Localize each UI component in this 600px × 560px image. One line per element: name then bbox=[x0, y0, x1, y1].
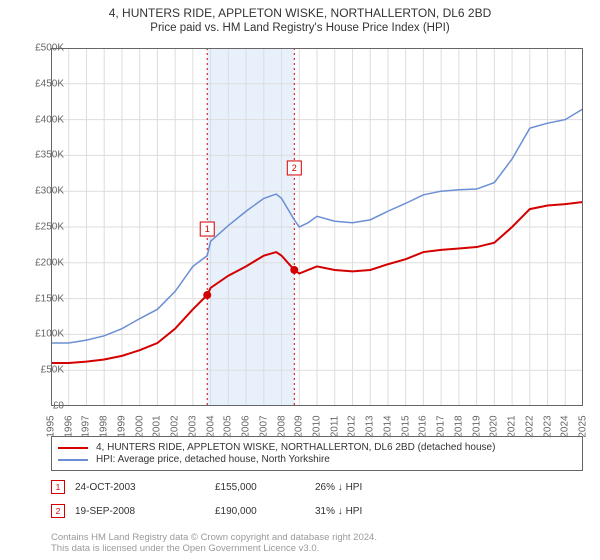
y-tick-label: £0 bbox=[16, 401, 64, 412]
marker-box: 2 bbox=[51, 504, 65, 518]
transaction-row: 1 24-OCT-2003 £155,000 26% ↓ HPI bbox=[51, 480, 583, 494]
transaction-diff: 31% ↓ HPI bbox=[315, 506, 435, 517]
legend-swatch bbox=[58, 459, 88, 461]
legend-item: 4, HUNTERS RIDE, APPLETON WISKE, NORTHAL… bbox=[58, 442, 576, 453]
transaction-date: 24-OCT-2003 bbox=[75, 482, 205, 493]
footer-line1: Contains HM Land Registry data © Crown c… bbox=[51, 532, 583, 543]
y-tick-label: £50K bbox=[16, 365, 64, 376]
legend-swatch bbox=[58, 447, 88, 449]
y-tick-label: £350K bbox=[16, 150, 64, 161]
svg-text:2: 2 bbox=[292, 163, 297, 173]
svg-text:1: 1 bbox=[205, 224, 210, 234]
title-block: 4, HUNTERS RIDE, APPLETON WISKE, NORTHAL… bbox=[0, 0, 600, 34]
transaction-price: £155,000 bbox=[215, 482, 305, 493]
legend-text: 4, HUNTERS RIDE, APPLETON WISKE, NORTHAL… bbox=[96, 442, 495, 453]
legend-text: HPI: Average price, detached house, Nort… bbox=[96, 454, 330, 465]
transaction-row: 2 19-SEP-2008 £190,000 31% ↓ HPI bbox=[51, 504, 583, 518]
chart-area: 12 bbox=[51, 48, 583, 406]
transaction-date: 19-SEP-2008 bbox=[75, 506, 205, 517]
line-chart: 12 bbox=[51, 48, 583, 406]
title-address: 4, HUNTERS RIDE, APPLETON WISKE, NORTHAL… bbox=[0, 6, 600, 20]
title-subtitle: Price paid vs. HM Land Registry's House … bbox=[0, 22, 600, 34]
marker-box: 1 bbox=[51, 480, 65, 494]
transaction-diff: 26% ↓ HPI bbox=[315, 482, 435, 493]
footer: Contains HM Land Registry data © Crown c… bbox=[51, 532, 583, 555]
legend: 4, HUNTERS RIDE, APPLETON WISKE, NORTHAL… bbox=[51, 436, 583, 471]
footer-line2: This data is licensed under the Open Gov… bbox=[51, 543, 583, 554]
y-tick-label: £100K bbox=[16, 329, 64, 340]
y-tick-label: £250K bbox=[16, 222, 64, 233]
transaction-price: £190,000 bbox=[215, 506, 305, 517]
y-tick-label: £300K bbox=[16, 186, 64, 197]
chart-container: 4, HUNTERS RIDE, APPLETON WISKE, NORTHAL… bbox=[0, 0, 600, 560]
y-tick-label: £500K bbox=[16, 43, 64, 54]
y-tick-label: £400K bbox=[16, 114, 64, 125]
legend-item: HPI: Average price, detached house, Nort… bbox=[58, 454, 576, 465]
y-tick-label: £150K bbox=[16, 293, 64, 304]
y-tick-label: £450K bbox=[16, 78, 64, 89]
y-tick-label: £200K bbox=[16, 257, 64, 268]
